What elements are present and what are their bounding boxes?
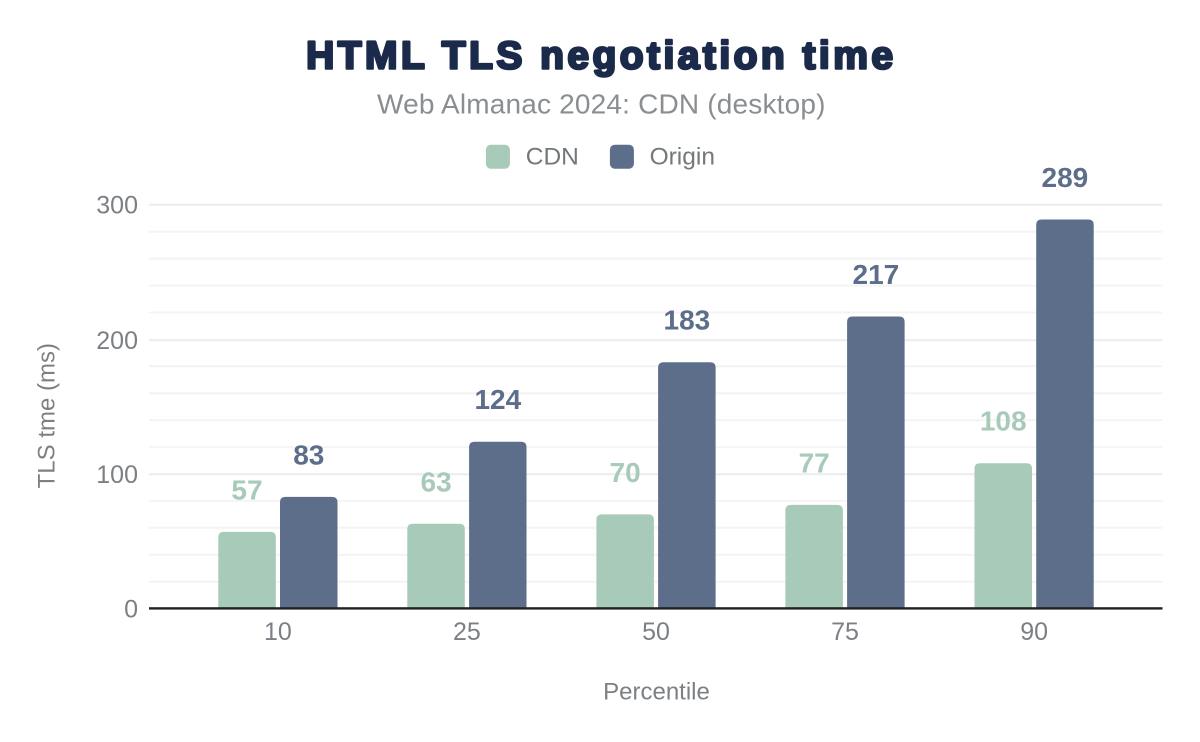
svg-text:57: 57 — [231, 474, 262, 505]
svg-text:100: 100 — [96, 461, 138, 489]
svg-text:77: 77 — [799, 447, 830, 478]
svg-text:300: 300 — [96, 192, 138, 220]
svg-text:217: 217 — [853, 259, 900, 290]
svg-text:Percentile: Percentile — [603, 678, 710, 705]
svg-text:10: 10 — [264, 618, 292, 646]
svg-text:70: 70 — [610, 457, 641, 488]
svg-text:25: 25 — [453, 618, 481, 646]
svg-text:108: 108 — [980, 406, 1027, 437]
svg-text:HTML TLS negotiation time: HTML TLS negotiation time — [306, 35, 896, 78]
svg-text:289: 289 — [1042, 162, 1089, 193]
svg-text:183: 183 — [664, 305, 711, 336]
svg-text:0: 0 — [124, 595, 138, 623]
svg-text:75: 75 — [831, 618, 859, 646]
svg-text:83: 83 — [293, 439, 324, 470]
svg-text:200: 200 — [96, 327, 138, 355]
svg-text:CDN: CDN — [526, 144, 579, 171]
svg-text:50: 50 — [642, 618, 670, 646]
svg-text:Web Almanac 2024: CDN (desktop: Web Almanac 2024: CDN (desktop) — [377, 89, 826, 120]
svg-text:124: 124 — [474, 384, 521, 415]
svg-text:90: 90 — [1020, 618, 1048, 646]
svg-text:TLS tme (ms): TLS tme (ms) — [34, 343, 61, 488]
svg-text:63: 63 — [421, 466, 452, 497]
svg-text:Origin: Origin — [650, 144, 715, 171]
